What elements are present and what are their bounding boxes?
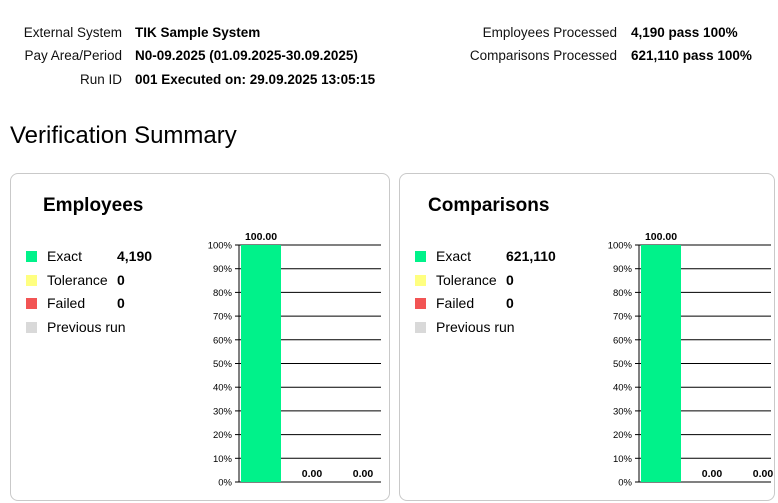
legend-value: 0 (117, 272, 125, 288)
failed-swatch (26, 298, 37, 309)
legend-label: Tolerance (47, 272, 108, 288)
legend-value: 0 (506, 272, 514, 288)
y-tick-label: 20% (213, 430, 233, 441)
legend-label: Exact (436, 248, 472, 264)
legend-value: 0 (117, 295, 125, 311)
y-tick-label: 80% (213, 288, 233, 299)
tolerance-swatch (26, 275, 37, 286)
exact-swatch (26, 251, 37, 262)
legend-label: Previous run (436, 319, 515, 335)
y-tick-label: 40% (213, 383, 233, 394)
pay-area-period-label: Pay Area/Period (24, 48, 122, 63)
legend-label: Exact (47, 248, 83, 264)
legend-value: 621,110 (506, 248, 556, 264)
card-title: Comparisons (428, 195, 550, 216)
run-id-label: Run ID (79, 72, 122, 87)
external-system-value: TIK Sample System (135, 25, 261, 40)
y-tick-label: 90% (213, 264, 233, 275)
employees-processed-label: Employees Processed (482, 25, 617, 40)
y-tick-label: 70% (213, 312, 233, 323)
bar (241, 245, 281, 482)
data-label: 0.00 (702, 468, 723, 480)
exact-swatch (415, 251, 426, 262)
comparisons-card: Comparisons Exact 621,110 Tolerance 0 Fa… (399, 173, 775, 501)
y-tick-label: 50% (213, 359, 233, 370)
y-tick-label: 60% (213, 335, 233, 346)
pay-area-period-value: N0-09.2025 (01.09.2025-30.09.2025) (135, 48, 358, 63)
y-tick-label: 60% (613, 335, 633, 346)
data-label: 100.00 (645, 231, 677, 243)
y-tick-label: 30% (213, 406, 233, 417)
bar (641, 245, 681, 482)
data-label: 100.00 (245, 231, 277, 243)
previous-run-swatch (26, 322, 37, 333)
legend-value: 4,190 (117, 248, 153, 264)
external-system-label: External System (23, 25, 122, 40)
y-tick-label: 90% (613, 264, 633, 275)
y-tick-label: 40% (613, 383, 633, 394)
previous-run-swatch (415, 322, 426, 333)
legend-value: 0 (506, 295, 514, 311)
employees-card: Employees Exact 4,190 Tolerance 0 Failed… (10, 173, 390, 501)
data-label: 0.00 (753, 468, 774, 480)
page-title: Verification Summary (10, 122, 237, 149)
y-tick-label: 0% (218, 478, 232, 489)
y-tick-label: 20% (613, 430, 633, 441)
y-tick-label: 100% (208, 241, 233, 252)
data-label: 0.00 (353, 468, 374, 480)
y-tick-label: 30% (613, 406, 633, 417)
comparisons-processed-value: 621,110 pass 100% (631, 48, 752, 63)
comparisons-bar-chart: 0% 10% 20% 30% 40% 50% 60% 70% 80% 90% 100% 100.00 0… (608, 231, 774, 489)
y-tick-label: 10% (613, 454, 633, 465)
legend-label: Previous run (47, 319, 126, 335)
employees-processed-value: 4,190 pass 100% (631, 25, 738, 40)
run-id-value: 001 Executed on: 29.09.2025 13:05:15 (135, 72, 376, 87)
y-tick-label: 100% (608, 241, 633, 252)
data-label: 0.00 (302, 468, 323, 480)
tolerance-swatch (415, 275, 426, 286)
card-title: Employees (43, 195, 144, 216)
y-tick-label: 80% (613, 288, 633, 299)
legend-label: Failed (47, 295, 86, 311)
employees-bar-chart: 0% 10% 20% 30% 40% 50% 60% 70% 80% 90% 100% 100.00 0… (208, 231, 381, 489)
legend-label: Tolerance (436, 272, 497, 288)
y-tick-label: 50% (613, 359, 633, 370)
y-tick-label: 10% (213, 454, 233, 465)
comparisons-processed-label: Comparisons Processed (469, 48, 617, 63)
y-tick-label: 0% (618, 478, 632, 489)
failed-swatch (415, 298, 426, 309)
y-tick-label: 70% (613, 312, 633, 323)
legend-label: Failed (436, 295, 475, 311)
